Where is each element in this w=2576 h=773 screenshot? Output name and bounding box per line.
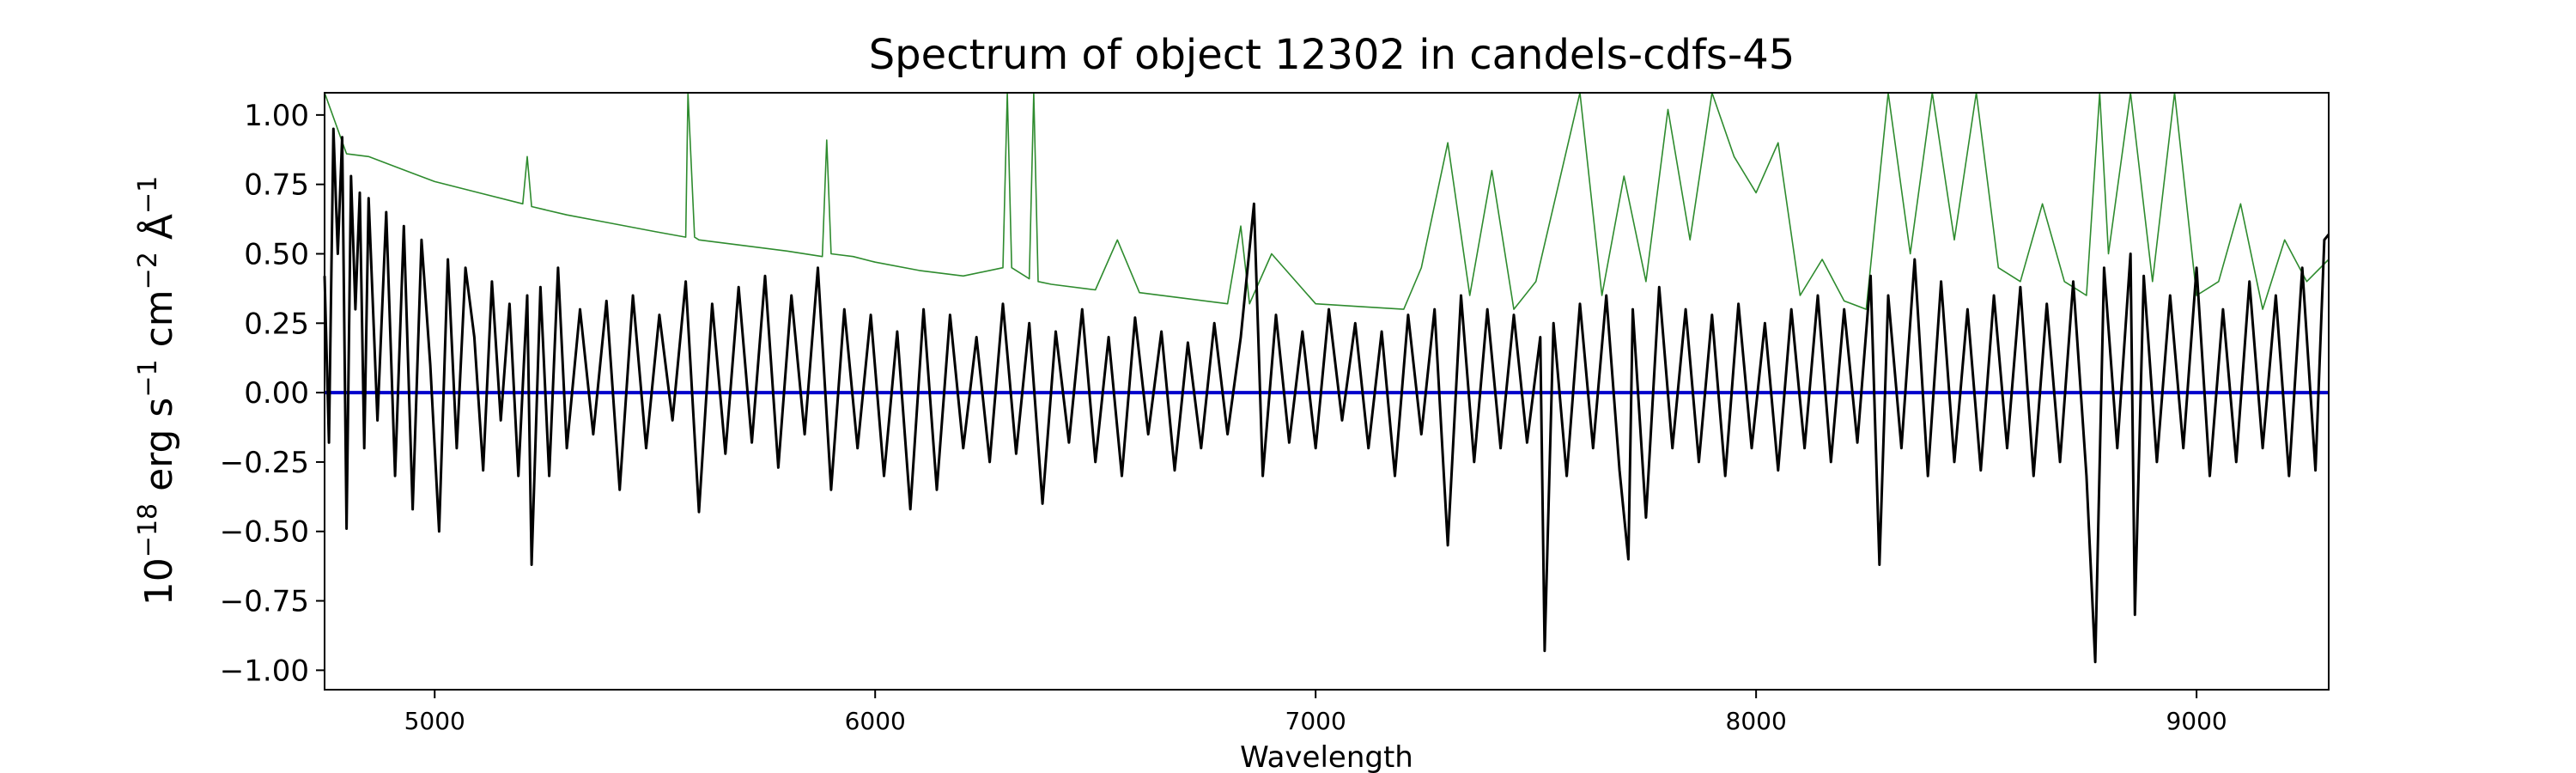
spectrum-line: [323, 127, 2330, 664]
y-tick-label: 0.00: [244, 376, 309, 411]
model-line: [324, 92, 2330, 310]
y-tick-label: −0.75: [220, 585, 309, 619]
plot-frame: [324, 92, 2330, 691]
y-axis-label: 10−18 erg s−1 cm−2 Å−1: [133, 176, 181, 606]
y-tick-label: −0.25: [220, 446, 309, 480]
x-tick-label: 8000: [1726, 707, 1787, 735]
y-tick-label: −1.00: [220, 654, 309, 688]
x-axis-label: Wavelength: [1240, 740, 1413, 773]
x-tick-label: 9000: [2166, 707, 2227, 735]
y-tick-label: 0.75: [244, 168, 309, 203]
x-tick-label: 5000: [404, 707, 465, 735]
y-tick-label: 0.50: [244, 237, 309, 271]
y-tick-label: 0.25: [244, 307, 309, 341]
series-layer: [323, 92, 2330, 664]
chart-title: Spectrum of object 12302 in candels-cdfs…: [869, 31, 1795, 79]
y-tick-label: −0.50: [220, 515, 309, 550]
y-tick-label: 1.00: [244, 99, 309, 133]
ticks-layer: 5000 6000 7000 8000 9000 1.00 0.75 0.50 0.25 0.00…: [220, 99, 2227, 735]
x-tick-label: 7000: [1285, 707, 1346, 735]
x-tick-label: 6000: [845, 707, 906, 735]
